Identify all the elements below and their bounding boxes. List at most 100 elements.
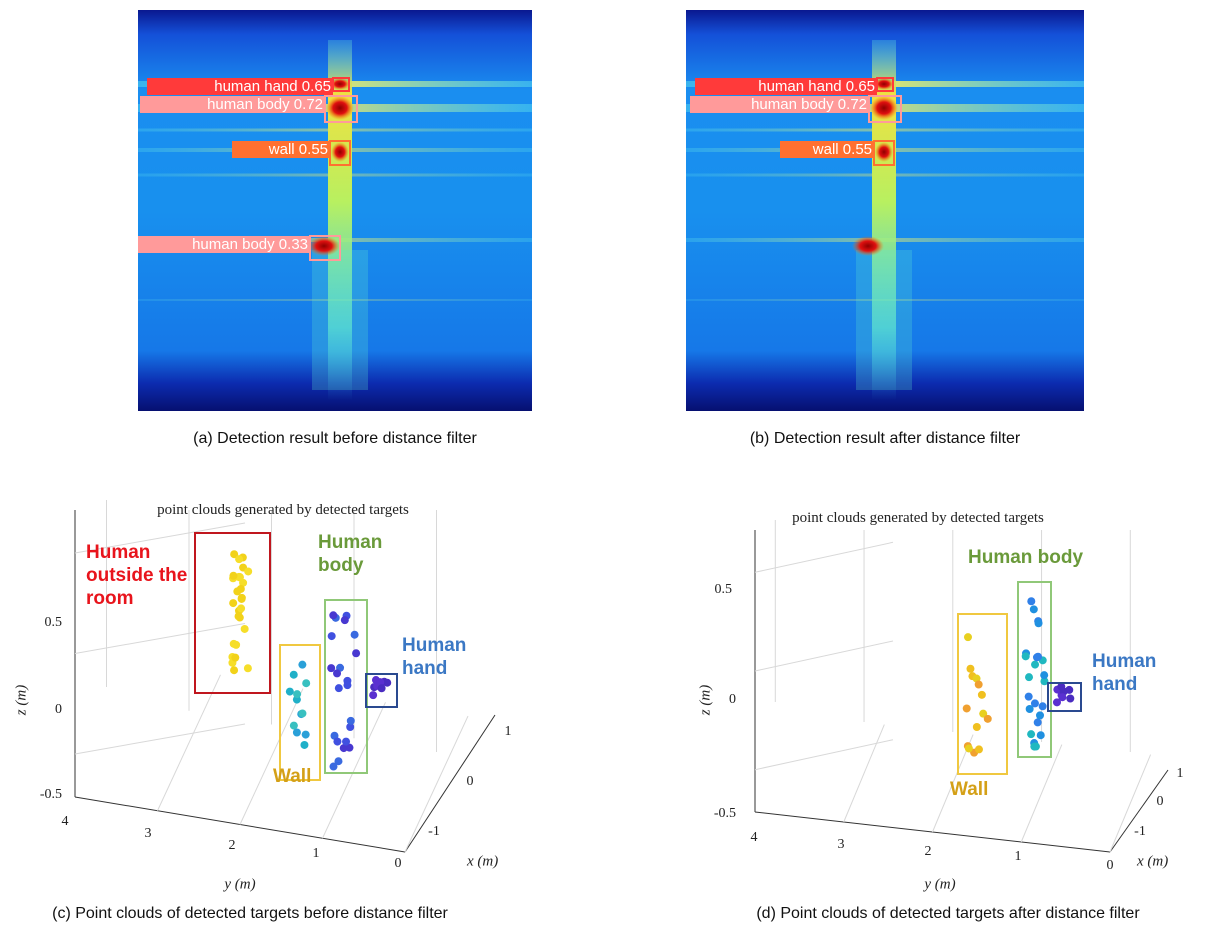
point	[1052, 698, 1061, 707]
point	[231, 653, 240, 662]
point	[300, 740, 309, 749]
point	[234, 612, 243, 621]
x-axis-label: x (m)	[1136, 853, 1168, 869]
grid-line	[74, 723, 246, 755]
y-tick-label: 0	[395, 856, 402, 871]
point	[229, 571, 238, 580]
label-bg	[690, 96, 869, 113]
point	[293, 690, 302, 699]
annotation: Human body	[318, 532, 383, 576]
point	[243, 664, 252, 673]
point	[285, 687, 294, 696]
y-tick-label: 2	[229, 838, 236, 853]
annotation: Human hand	[402, 635, 467, 679]
axis-line	[404, 714, 496, 853]
x-tick-label: 0	[1157, 794, 1164, 809]
point	[237, 604, 246, 613]
point	[979, 709, 988, 718]
y-tick-label: 1	[313, 846, 320, 861]
point	[1036, 711, 1045, 720]
point	[1025, 673, 1034, 682]
detection-label: human hand 0.65	[214, 78, 331, 95]
point	[346, 723, 355, 732]
y-tick-label: 3	[145, 826, 152, 841]
grid-line	[239, 688, 304, 825]
detection-label: human body 0.33	[192, 236, 308, 253]
x-tick-label: -1	[1134, 824, 1146, 839]
point	[1025, 704, 1034, 713]
point	[1040, 671, 1049, 680]
y-tick-label: 3	[838, 837, 845, 852]
point	[329, 762, 338, 771]
point	[235, 573, 244, 582]
y-tick-label: 1	[1015, 849, 1022, 864]
point	[343, 681, 352, 690]
label-bg	[780, 141, 874, 158]
z-tick-label: -0.5	[714, 806, 736, 821]
hotspot	[874, 78, 894, 90]
label-bg	[140, 96, 325, 113]
grid-line	[843, 724, 885, 823]
grid-line	[74, 522, 246, 554]
point	[244, 567, 253, 576]
point	[1057, 682, 1066, 691]
point	[230, 550, 239, 559]
y-axis-label: y (m)	[922, 876, 955, 892]
column-faint	[856, 250, 912, 390]
point	[966, 664, 975, 673]
caption: (a) Detection result before distance fil…	[193, 430, 477, 447]
point	[334, 684, 343, 693]
point	[327, 664, 336, 673]
z-tick-label: 0.5	[715, 582, 733, 597]
point	[369, 691, 378, 700]
hotspot	[875, 142, 893, 162]
point	[1038, 702, 1047, 711]
label-bg	[147, 78, 333, 95]
point	[229, 639, 238, 648]
point	[1021, 652, 1030, 661]
annotation: Human outside the room	[86, 542, 188, 609]
label-bg	[232, 141, 330, 158]
hotspot	[326, 96, 354, 120]
annotation: Wall	[273, 766, 312, 787]
hotspot	[852, 236, 884, 256]
point	[230, 666, 239, 675]
target-box	[279, 644, 321, 781]
x-tick-label: 1	[505, 724, 512, 739]
grid-line	[1109, 754, 1152, 853]
y-tick-label: 2	[925, 844, 932, 859]
x-tick-label: -1	[428, 824, 440, 839]
detection-box	[329, 140, 351, 166]
point	[1034, 619, 1043, 628]
column-faint	[312, 250, 368, 390]
point	[1030, 742, 1039, 751]
point	[1040, 677, 1049, 686]
detection-label: wall 0.55	[268, 141, 328, 158]
point	[1058, 693, 1067, 702]
point	[972, 723, 981, 732]
point	[340, 616, 349, 625]
point	[1032, 653, 1041, 662]
hotspot	[331, 142, 349, 162]
point	[1031, 660, 1040, 669]
plot-title: point clouds generated by detected targe…	[792, 510, 1044, 526]
point	[333, 737, 342, 746]
point	[1027, 597, 1036, 606]
x-axis-label: x (m)	[466, 853, 498, 869]
point	[1066, 694, 1075, 703]
point	[298, 660, 307, 669]
point	[974, 680, 983, 689]
point	[334, 757, 343, 766]
point	[302, 679, 311, 688]
point	[289, 721, 298, 730]
grid-line	[1020, 744, 1063, 843]
detection-box	[868, 95, 902, 123]
point	[964, 744, 973, 753]
z-tick-label: 0	[55, 702, 62, 717]
y-tick-label: 4	[62, 814, 69, 829]
point	[1027, 730, 1036, 739]
point	[289, 670, 298, 679]
point	[229, 599, 238, 608]
detection-box	[324, 95, 358, 123]
